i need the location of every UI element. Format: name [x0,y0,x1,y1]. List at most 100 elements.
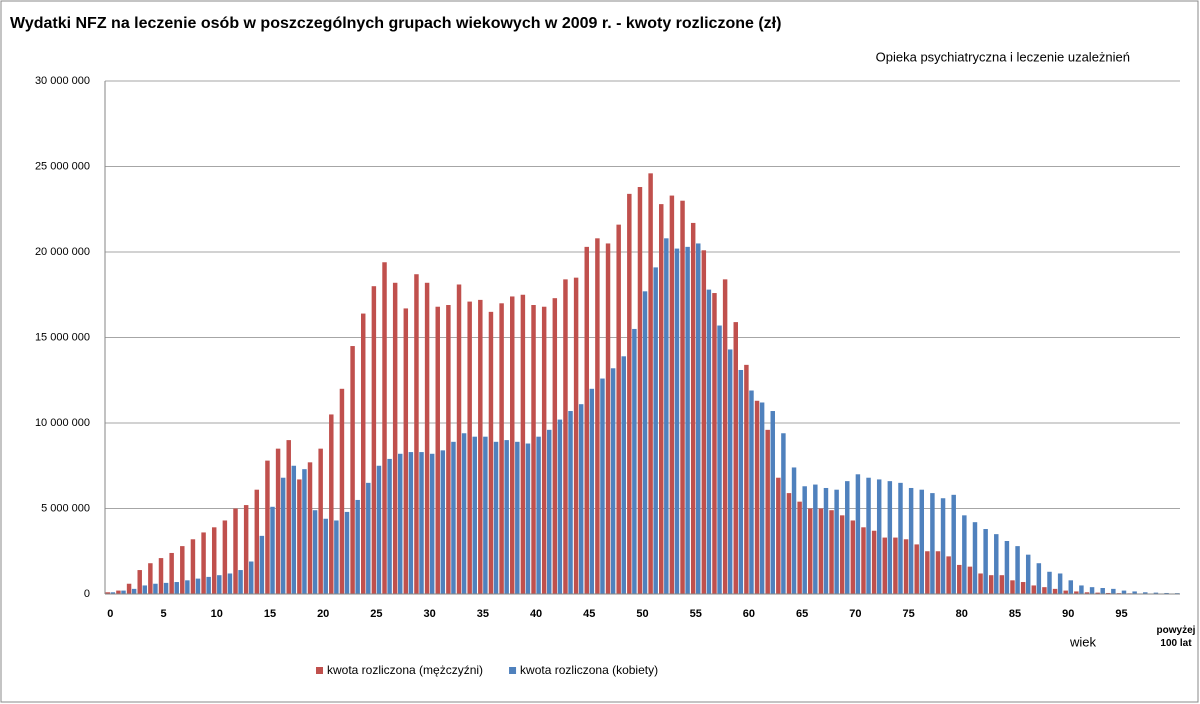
bar [148,563,153,594]
bar [1084,592,1090,594]
bar [563,279,568,594]
bar [674,248,680,594]
bar [829,510,834,594]
bar [669,195,675,594]
x-tick-label: 90 [1062,608,1074,620]
bar [408,452,414,594]
bar [578,404,584,594]
bar [1031,585,1037,594]
bar [876,479,882,594]
bar [302,469,307,594]
bar [632,328,637,594]
bar [536,436,541,594]
bar [201,532,206,594]
bar [791,467,797,594]
bar [1015,546,1020,594]
bar [983,529,988,594]
y-tick-label: 10 000 000 [35,417,90,429]
bar [499,303,504,594]
bar [1074,591,1079,594]
bar [696,243,701,594]
bar [712,293,717,594]
bar [627,193,632,595]
x-tick-label: 35 [477,608,489,620]
bar [541,306,547,594]
bar [180,546,185,594]
bar [488,311,494,594]
bar [1079,585,1084,594]
bar [972,522,978,594]
bar [531,305,536,594]
bar [898,482,903,594]
bar [478,299,483,594]
bar [382,262,387,594]
bar [648,173,653,594]
bar [765,429,770,594]
bar [637,187,643,594]
bar [994,534,999,594]
x-tick-label: 0 [107,608,113,620]
bar [733,322,738,594]
bar [142,585,148,594]
bar [887,481,893,594]
bar [446,305,451,594]
bar [1143,592,1148,594]
bar [568,411,573,594]
bar [472,436,477,594]
bar [126,583,132,594]
bar [595,238,600,594]
x-tick-label: 5 [160,608,166,620]
bar [387,458,392,594]
x-tick-label: 50 [636,608,648,620]
bar [344,511,350,594]
bar [919,489,925,594]
bar [397,453,403,594]
bar [781,433,786,594]
bar [227,573,233,594]
bar [706,289,712,594]
x-tick-label: 40 [530,608,542,620]
bar [376,465,382,594]
bar [280,477,286,594]
bar [589,388,595,594]
legend-swatch [509,667,517,674]
bar [701,250,707,595]
bar [297,479,302,594]
bar [722,279,728,594]
x-tick-label: 85 [1009,608,1021,620]
bar [808,508,813,594]
bar [1036,563,1042,594]
bar [866,477,871,594]
x-tick-label: 15 [264,608,276,620]
bar [930,493,935,594]
bar [110,592,116,594]
bar [1068,580,1074,594]
bar [1089,587,1095,594]
bar [642,291,648,594]
bar [1095,592,1100,594]
bar [1111,588,1116,594]
bar [270,506,275,594]
bar [355,499,360,594]
bar [275,448,281,594]
bar [951,494,956,594]
bar [823,487,829,594]
y-tick-label: 25 000 000 [35,160,90,172]
x-tick-label: 80 [956,608,968,620]
bar [855,474,861,594]
bar [610,368,616,594]
bar [510,296,515,594]
bar [557,419,563,594]
bar [206,576,211,594]
bar [291,465,297,594]
bar [616,224,621,594]
bar [1164,592,1169,594]
bar [414,274,419,594]
bar [653,267,658,594]
legend-label: kwota rozliczona (mężczyźni) [327,663,483,677]
chart-title: Wydatki NFZ na leczenie osób w poszczegó… [10,15,781,32]
bar [935,551,941,594]
bar [978,573,983,594]
bar [169,552,174,594]
bar [158,558,164,594]
